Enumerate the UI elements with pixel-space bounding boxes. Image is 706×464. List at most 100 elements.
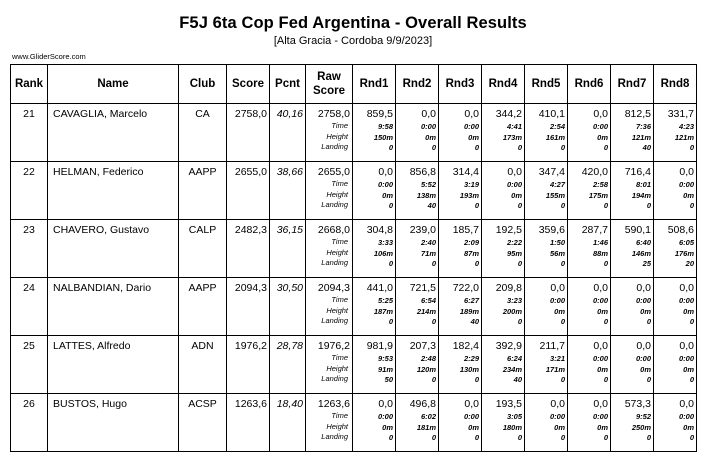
round-time: 5:52 bbox=[420, 180, 436, 189]
club-cell: CALP bbox=[178, 219, 227, 278]
col-rnd6: Rnd6 bbox=[567, 64, 611, 104]
round-details: 6:24 234m 40 bbox=[482, 354, 524, 386]
name-cell: HELMAN, Federico bbox=[47, 161, 179, 220]
round-score: 859,5 bbox=[366, 108, 393, 120]
round-landing: 0 bbox=[560, 259, 565, 268]
pilot-name: CAVAGLIA, Marcelo bbox=[53, 108, 148, 120]
round-cell: 856,8 5:52 138m 40 bbox=[395, 161, 439, 220]
detail-labels: Time Height Landing bbox=[321, 121, 348, 153]
time-label: Time bbox=[331, 353, 348, 362]
round-details: 3:19 193m 0 bbox=[439, 180, 481, 212]
header-row: Rank Name Club Score Pcnt Raw Score Rnd1 … bbox=[10, 64, 697, 104]
round-details: 0:00 0m 0 bbox=[353, 412, 395, 444]
round-details: 6:27 189m 40 bbox=[439, 296, 481, 328]
pilot-name: HELMAN, Federico bbox=[53, 166, 144, 178]
round-score: 239,0 bbox=[409, 224, 436, 236]
score-cell: 2655,0 bbox=[226, 161, 270, 220]
round-time: 9:53 bbox=[377, 354, 393, 363]
round-landing: 40 bbox=[470, 317, 479, 326]
rank-cell: 22 bbox=[10, 161, 48, 220]
round-score: 185,7 bbox=[452, 224, 479, 236]
round-time: 6:27 bbox=[463, 296, 479, 305]
round-height: 121m bbox=[674, 132, 694, 142]
round-height: 0m bbox=[640, 306, 651, 316]
pcnt-value: 30,50 bbox=[276, 282, 303, 294]
round-score: 193,5 bbox=[495, 398, 522, 410]
round-time: 0:00 bbox=[506, 180, 522, 189]
round-height: 130m bbox=[459, 364, 479, 374]
round-cell: 0,0 0:00 0m 0 bbox=[352, 161, 396, 220]
round-time: 0:00 bbox=[635, 296, 651, 305]
score-cell: 1976,2 bbox=[226, 335, 270, 394]
rank-cell: 26 bbox=[10, 393, 48, 452]
round-height: 87m bbox=[463, 248, 479, 258]
round-cell: 193,5 3:05 180m 0 bbox=[481, 393, 525, 452]
score-value: 2758,0 bbox=[234, 108, 267, 120]
round-score: 0,0 bbox=[593, 340, 608, 352]
round-details: 0:00 0m 0 bbox=[568, 354, 610, 386]
round-details: 6:40 146m 25 bbox=[611, 238, 653, 270]
landing-label: Landing bbox=[321, 316, 348, 325]
round-cell: 0,0 0:00 0m 0 bbox=[567, 393, 611, 452]
round-time: 0:00 bbox=[678, 354, 694, 363]
round-cell: 0,0 0:00 0m 0 bbox=[524, 277, 568, 336]
club-cell: AAPP bbox=[178, 161, 227, 220]
round-score: 0,0 bbox=[464, 398, 479, 410]
round-time: 9:58 bbox=[377, 122, 393, 131]
raw-score-value: 1263,6 bbox=[317, 398, 350, 410]
round-details: 3:21 171m 0 bbox=[525, 354, 567, 386]
round-cell: 304,8 3:33 106m 0 bbox=[352, 219, 396, 278]
pcnt-value: 18,40 bbox=[276, 398, 303, 410]
round-details: 1:50 56m 0 bbox=[525, 238, 567, 270]
round-details: 2:29 130m 0 bbox=[439, 354, 481, 386]
round-score: 304,8 bbox=[366, 224, 393, 236]
time-label: Time bbox=[331, 179, 348, 188]
detail-labels: Time Height Landing bbox=[321, 353, 348, 385]
col-rnd8: Rnd8 bbox=[653, 64, 697, 104]
round-time: 6:05 bbox=[678, 238, 694, 247]
table-row: 21 CAVAGLIA, Marcelo CA 2758,0 40,16 2758,0 Ti… bbox=[10, 103, 697, 162]
raw-score-cell: 1976,2 Time Height Landing bbox=[305, 335, 353, 394]
round-height: 0m bbox=[468, 422, 479, 432]
pcnt-value: 38,66 bbox=[276, 166, 303, 178]
round-score: 981,9 bbox=[366, 340, 393, 352]
round-landing: 0 bbox=[517, 143, 522, 152]
round-cell: 359,6 1:50 56m 0 bbox=[524, 219, 568, 278]
score-value: 2094,3 bbox=[234, 282, 267, 294]
raw-score-value: 1976,2 bbox=[317, 340, 350, 352]
round-landing: 0 bbox=[431, 375, 436, 384]
round-score: 496,8 bbox=[409, 398, 436, 410]
round-time: 0:00 bbox=[463, 122, 479, 131]
height-label: Height bbox=[326, 247, 348, 257]
round-cell: 0,0 0:00 0m 0 bbox=[395, 103, 439, 162]
round-landing: 0 bbox=[689, 143, 694, 152]
round-details: 3:33 106m 0 bbox=[353, 238, 395, 270]
round-height: 0m bbox=[683, 190, 694, 200]
round-height: 181m bbox=[416, 422, 436, 432]
round-cell: 182,4 2:29 130m 0 bbox=[438, 335, 482, 394]
round-landing: 0 bbox=[388, 317, 393, 326]
round-landing: 0 bbox=[474, 143, 479, 152]
round-details: 5:52 138m 40 bbox=[396, 180, 438, 212]
name-cell: CAVAGLIA, Marcelo bbox=[47, 103, 179, 162]
round-cell: 0,0 0:00 0m 0 bbox=[653, 393, 697, 452]
round-details: 2:58 175m 0 bbox=[568, 180, 610, 212]
round-cell: 314,4 3:19 193m 0 bbox=[438, 161, 482, 220]
col-rnd3: Rnd3 bbox=[438, 64, 482, 104]
round-landing: 0 bbox=[603, 259, 608, 268]
landing-label: Landing bbox=[321, 432, 348, 441]
round-score: 0,0 bbox=[679, 340, 694, 352]
site-credit: www.GliderScore.com bbox=[12, 52, 86, 61]
col-rnd5: Rnd5 bbox=[524, 64, 568, 104]
round-height: 180m bbox=[502, 422, 522, 432]
round-time: 0:00 bbox=[635, 354, 651, 363]
round-cell: 331,7 4:23 121m 0 bbox=[653, 103, 697, 162]
round-landing: 50 bbox=[384, 375, 393, 384]
col-rnd2: Rnd2 bbox=[395, 64, 439, 104]
col-rnd1: Rnd1 bbox=[352, 64, 396, 104]
height-label: Height bbox=[326, 131, 348, 141]
round-score: 590,1 bbox=[624, 224, 651, 236]
round-score: 0,0 bbox=[636, 282, 651, 294]
round-cell: 410,1 2:54 161m 0 bbox=[524, 103, 568, 162]
round-cell: 0,0 0:00 0m 0 bbox=[352, 393, 396, 452]
